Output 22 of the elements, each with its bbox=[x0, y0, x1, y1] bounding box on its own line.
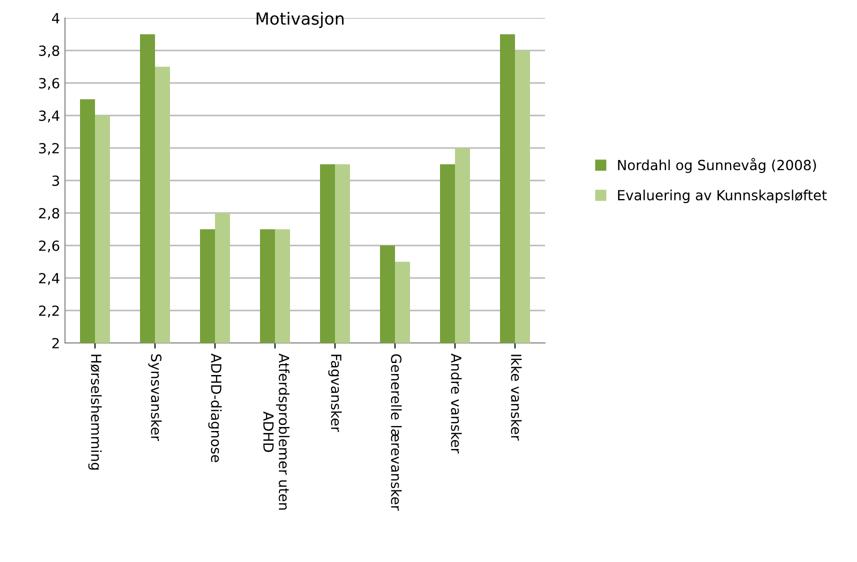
y-tick-label: 2,6 bbox=[39, 240, 60, 252]
y-tick-label: 2,8 bbox=[39, 208, 60, 220]
y-tick-label: 3,2 bbox=[39, 142, 59, 155]
x-tick-label: Synsvansker bbox=[148, 354, 162, 442]
y-tick-label: 2,2 bbox=[39, 305, 59, 318]
chart-title: Motivasjon bbox=[256, 12, 344, 28]
y-tick-label: 3,6 bbox=[39, 78, 60, 90]
y-tick-label: 3,8 bbox=[39, 45, 60, 58]
y-tick-label: 2 bbox=[52, 338, 59, 348]
y-tick-label: 4 bbox=[52, 13, 60, 24]
x-tick-label: Ikke vansker bbox=[510, 354, 522, 441]
x-tick-label: ADHD-diagnose bbox=[208, 354, 222, 462]
x-tick-label: Atferdsproblemer uten ADHD bbox=[263, 354, 290, 510]
x-tick-label: Generelle lærevansker bbox=[390, 354, 402, 511]
x-tick-label: Hørselshemming bbox=[88, 354, 102, 470]
y-tick-label: 2,4 bbox=[39, 272, 60, 285]
legend-label: Evaluering av Kunnskapsløftet bbox=[618, 190, 827, 204]
y-tick-label: 3,4 bbox=[39, 110, 60, 122]
x-tick-label: Andre vansker bbox=[450, 354, 462, 454]
legend-label: Nordahl og Sunnevåg (2008) bbox=[618, 158, 816, 173]
x-tick-label: Fagvansker bbox=[328, 354, 342, 432]
y-tick-label: 3 bbox=[52, 175, 60, 186]
